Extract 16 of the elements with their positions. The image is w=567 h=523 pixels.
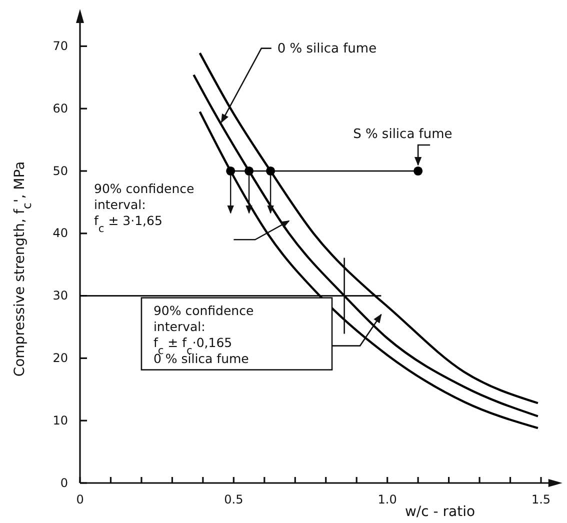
y-tick-label: 30 <box>52 288 68 303</box>
y-tick-label: 70 <box>52 39 68 54</box>
x-tick-label: 1.0 <box>378 492 397 507</box>
annotation: 90% confidence interval: f$_{c}$ ± 3·1,65 <box>94 180 194 234</box>
y-tick-label: 0 <box>60 476 68 490</box>
y-tick-label: 40 <box>52 226 68 240</box>
y-tick-label: 10 <box>52 413 68 428</box>
y-tick-label: 50 <box>52 164 68 178</box>
x-tick-label: 1.5 <box>531 492 551 507</box>
x-tick-label: 0.5 <box>224 492 244 507</box>
y-tick-label: 60 <box>52 101 68 116</box>
x-tick-label: 0 <box>76 492 84 507</box>
x-axis-title: w/c - ratio <box>404 504 476 520</box>
annotation: 0 % silica fume <box>277 41 377 56</box>
annotation: S % silica fume <box>353 127 452 142</box>
y-tick-label: 20 <box>52 351 68 366</box>
